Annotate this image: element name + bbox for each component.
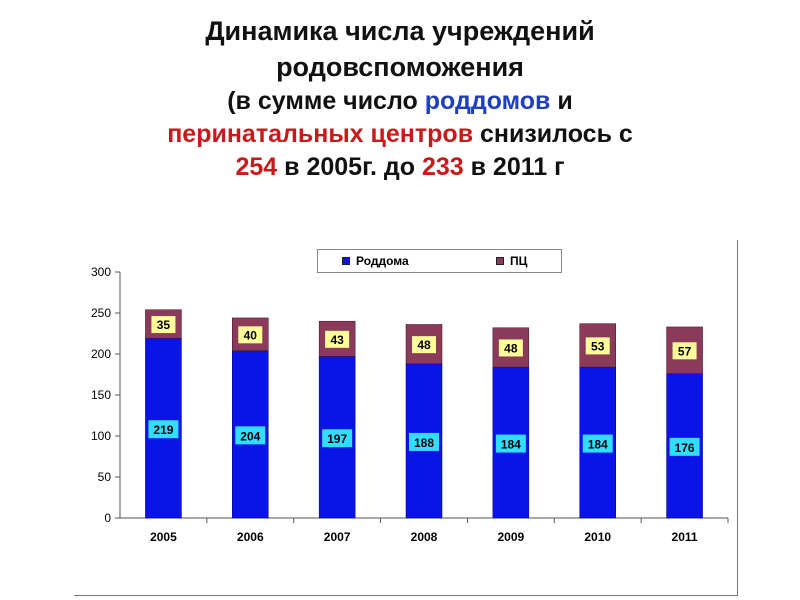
y-tick-label: 150 bbox=[91, 388, 111, 402]
legend-item-roddoma: Роддома bbox=[342, 254, 409, 268]
data-label-bg-pc bbox=[412, 336, 436, 354]
data-label-roddoma: 204 bbox=[240, 429, 260, 443]
x-tick-label: 2008 bbox=[411, 530, 438, 544]
subtitle-line-4: перинатальных центров снизилось с bbox=[0, 118, 800, 151]
data-label-bg-roddoma bbox=[409, 432, 439, 451]
subtitle-text: (в сумме число bbox=[227, 87, 425, 116]
legend-swatch-roddoma bbox=[342, 257, 350, 265]
subtitle-line-3: (в сумме число роддомов и bbox=[0, 85, 800, 118]
data-label-pc: 48 bbox=[417, 338, 431, 352]
x-tick-label: 2006 bbox=[237, 530, 264, 544]
legend-swatch-pc bbox=[496, 257, 504, 265]
data-label-bg-pc bbox=[672, 342, 697, 360]
data-label-bg-pc bbox=[325, 330, 350, 348]
legend-label-roddoma: Роддома bbox=[356, 254, 409, 268]
legend-item-pc: ПЦ bbox=[496, 254, 527, 268]
chart-legend: Роддома ПЦ bbox=[317, 249, 562, 273]
y-tick-label: 250 bbox=[91, 306, 111, 320]
title-line-1: Динамика числа учреждений bbox=[205, 16, 595, 46]
data-label-roddoma: 184 bbox=[501, 438, 521, 452]
data-label-pc: 43 bbox=[330, 333, 344, 347]
data-label-pc: 35 bbox=[157, 318, 171, 332]
data-label-bg-roddoma bbox=[235, 426, 266, 445]
chart-heading: Динамика числа учреждений родовспоможени… bbox=[0, 14, 800, 184]
y-tick-label: 200 bbox=[91, 347, 111, 361]
x-tick-label: 2011 bbox=[672, 530, 698, 544]
data-label-bg-pc bbox=[238, 326, 263, 344]
data-label-pc: 57 bbox=[678, 344, 692, 358]
x-tick-label: 2005 bbox=[150, 530, 177, 544]
subtitle-text: в 2005г. до bbox=[277, 153, 422, 182]
data-label-bg-roddoma bbox=[582, 434, 613, 453]
y-tick-label: 300 bbox=[91, 265, 111, 279]
roddomov-highlight: роддомов bbox=[424, 87, 551, 116]
data-label-bg-roddoma bbox=[148, 420, 179, 439]
perinatal-highlight: перинатальных центров bbox=[167, 120, 474, 149]
subtitle-text: и bbox=[550, 87, 573, 116]
data-label-roddoma: 176 bbox=[675, 441, 695, 455]
value-2011-highlight: 233 bbox=[421, 153, 464, 182]
data-label-roddoma: 219 bbox=[153, 423, 173, 437]
data-label-bg-roddoma bbox=[495, 434, 526, 453]
data-label-roddoma: 184 bbox=[588, 438, 608, 452]
data-label-pc: 40 bbox=[244, 328, 258, 342]
legend-label-pc: ПЦ bbox=[510, 254, 528, 268]
y-tick-label: 50 bbox=[98, 470, 112, 484]
subtitle-text: в 2011 г bbox=[463, 153, 565, 182]
data-label-pc: 53 bbox=[591, 339, 605, 353]
x-tick-label: 2009 bbox=[498, 530, 525, 544]
data-label-bg-roddoma bbox=[669, 437, 700, 456]
y-tick-label: 100 bbox=[91, 429, 111, 443]
data-label-roddoma: 188 bbox=[414, 436, 434, 450]
data-label-bg-pc bbox=[585, 337, 610, 355]
data-label-bg-pc bbox=[151, 316, 176, 334]
subtitle-line-5: 254 в 2005г. до 233 в 2011 г bbox=[0, 151, 800, 184]
data-label-bg-roddoma bbox=[322, 429, 353, 448]
data-label-pc: 48 bbox=[504, 341, 518, 355]
y-tick-label: 0 bbox=[104, 511, 111, 525]
x-tick-label: 2010 bbox=[584, 530, 611, 544]
x-tick-label: 2007 bbox=[324, 530, 351, 544]
data-label-bg-pc bbox=[498, 339, 523, 357]
chart-frame bbox=[74, 240, 738, 596]
title-line-2: родовспоможения bbox=[276, 51, 524, 82]
data-label-roddoma: 197 bbox=[327, 432, 347, 446]
subtitle-text: снизилось с bbox=[473, 120, 633, 149]
value-2005-highlight: 254 bbox=[235, 153, 278, 182]
